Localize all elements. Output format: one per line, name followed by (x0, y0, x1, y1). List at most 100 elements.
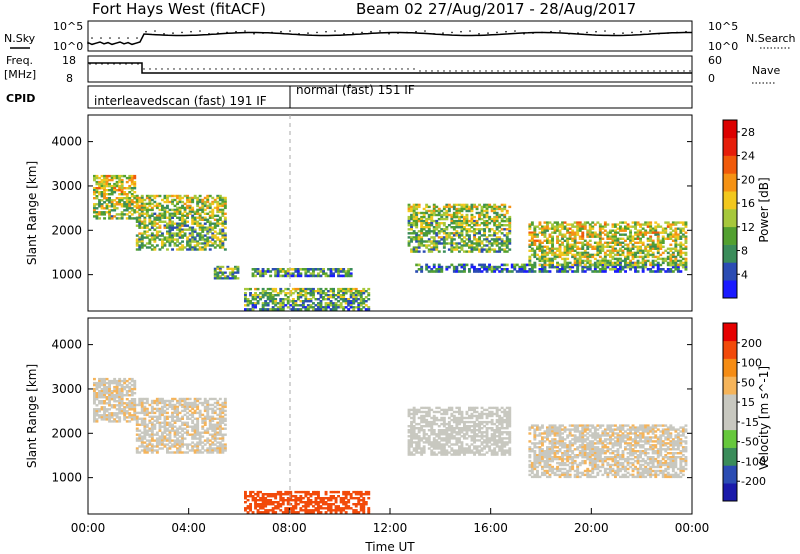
heatmap-cell (483, 234, 486, 237)
heatmap-cell (523, 263, 527, 267)
heatmap-cell (563, 268, 567, 271)
heatmap-cell (279, 499, 283, 502)
heatmap-cell (201, 208, 205, 212)
heatmap-cell (548, 233, 552, 236)
heatmap-cell (460, 207, 464, 211)
heatmap-cell (133, 398, 137, 401)
heatmap-cell (163, 417, 167, 420)
heatmap-cell (294, 507, 298, 510)
heatmap-cell (415, 422, 419, 426)
heatmap-cell (138, 248, 142, 251)
heatmap-cell (505, 224, 509, 227)
heatmap-cell (563, 239, 567, 242)
heatmap-cell (188, 401, 192, 405)
heatmap-cell (417, 250, 421, 253)
heatmap-cell (161, 435, 164, 438)
nave-point (365, 68, 367, 70)
nave-point (269, 68, 271, 70)
heatmap-cell (213, 198, 217, 202)
heatmap-cell (304, 503, 308, 506)
heatmap-cell (198, 218, 202, 221)
heatmap-cell (601, 270, 605, 273)
heatmap-cell (442, 230, 446, 233)
heatmap-cell (143, 204, 147, 208)
heatmap-cell (651, 245, 655, 248)
heatmap-cell (430, 213, 434, 217)
noise-search-point (352, 32, 354, 34)
heatmap-cell (410, 240, 413, 243)
heatmap-cell (125, 410, 129, 413)
heatmap-cell (503, 244, 507, 247)
heatmap-cell (624, 247, 627, 250)
heatmap-cell (359, 304, 363, 307)
heatmap-cell (327, 497, 330, 500)
heatmap-cell (301, 505, 305, 508)
heatmap-cell (150, 411, 154, 415)
heatmap-cell (178, 212, 182, 215)
heatmap-cell (566, 239, 570, 242)
heatmap-cell (503, 250, 507, 253)
heatmap-cell (103, 392, 106, 395)
heatmap-cell (465, 263, 469, 267)
heatmap-cell (367, 294, 371, 297)
heatmap-cell (681, 251, 685, 255)
heatmap-cell (452, 268, 456, 271)
heatmap-cell (332, 292, 335, 295)
heatmap-cell (171, 214, 174, 217)
heatmap-cell (206, 236, 210, 239)
heatmap-cell (276, 308, 280, 311)
heatmap-cell (654, 243, 658, 246)
heatmap-cell (347, 274, 351, 278)
heatmap-cell (150, 429, 154, 432)
heatmap-cell (518, 265, 522, 269)
heatmap-cell (576, 223, 580, 226)
heatmap-cell (125, 390, 129, 393)
heatmap-cell (578, 251, 582, 255)
heatmap-cell (223, 196, 227, 200)
heatmap-cell (631, 235, 635, 238)
heatmap-cell (246, 505, 250, 508)
heatmap-cell (500, 213, 504, 217)
heatmap-cell (359, 499, 363, 502)
heatmap-cell (669, 247, 673, 250)
heatmap-cell (639, 261, 642, 265)
heatmap-cell (611, 261, 615, 265)
heatmap-cell (221, 443, 225, 446)
heatmap-cell (178, 200, 182, 204)
heatmap-cell (291, 308, 295, 311)
heatmap-cell (407, 443, 411, 446)
heatmap-cell (649, 223, 653, 226)
heatmap-cell (138, 429, 142, 432)
heatmap-cell (445, 435, 449, 438)
heatmap-cell (221, 244, 225, 247)
heatmap-cell (671, 259, 675, 263)
nave-point (551, 70, 553, 72)
heatmap-cell (264, 509, 268, 512)
heatmap-cell (437, 445, 441, 448)
heatmap-cell (598, 233, 602, 236)
heatmap-cell (223, 275, 227, 278)
heatmap-cell (216, 449, 220, 452)
heatmap-cell (364, 300, 368, 303)
heatmap-cell (208, 228, 212, 231)
heatmap-cell (148, 214, 152, 217)
heatmap-cell (679, 235, 683, 238)
heatmap-cell (135, 439, 139, 442)
heatmap-cell (93, 205, 96, 208)
heatmap-cell (364, 493, 368, 496)
heatmap-cell (432, 437, 436, 440)
heatmap-cell (188, 403, 192, 407)
heatmap-cell (208, 425, 212, 428)
heatmap-cell (148, 447, 152, 450)
heatmap-cell (140, 222, 144, 225)
heatmap-cell (659, 239, 663, 242)
heatmap-cell (362, 306, 366, 309)
heatmap-cell (513, 265, 517, 269)
nave-point (287, 68, 289, 70)
heatmap-cell (128, 404, 132, 407)
heatmap-cell (475, 268, 479, 271)
heatmap-cell (417, 244, 421, 247)
heatmap-cell (98, 203, 101, 206)
heatmap-cell (422, 406, 426, 410)
heatmap-cell (105, 402, 109, 405)
